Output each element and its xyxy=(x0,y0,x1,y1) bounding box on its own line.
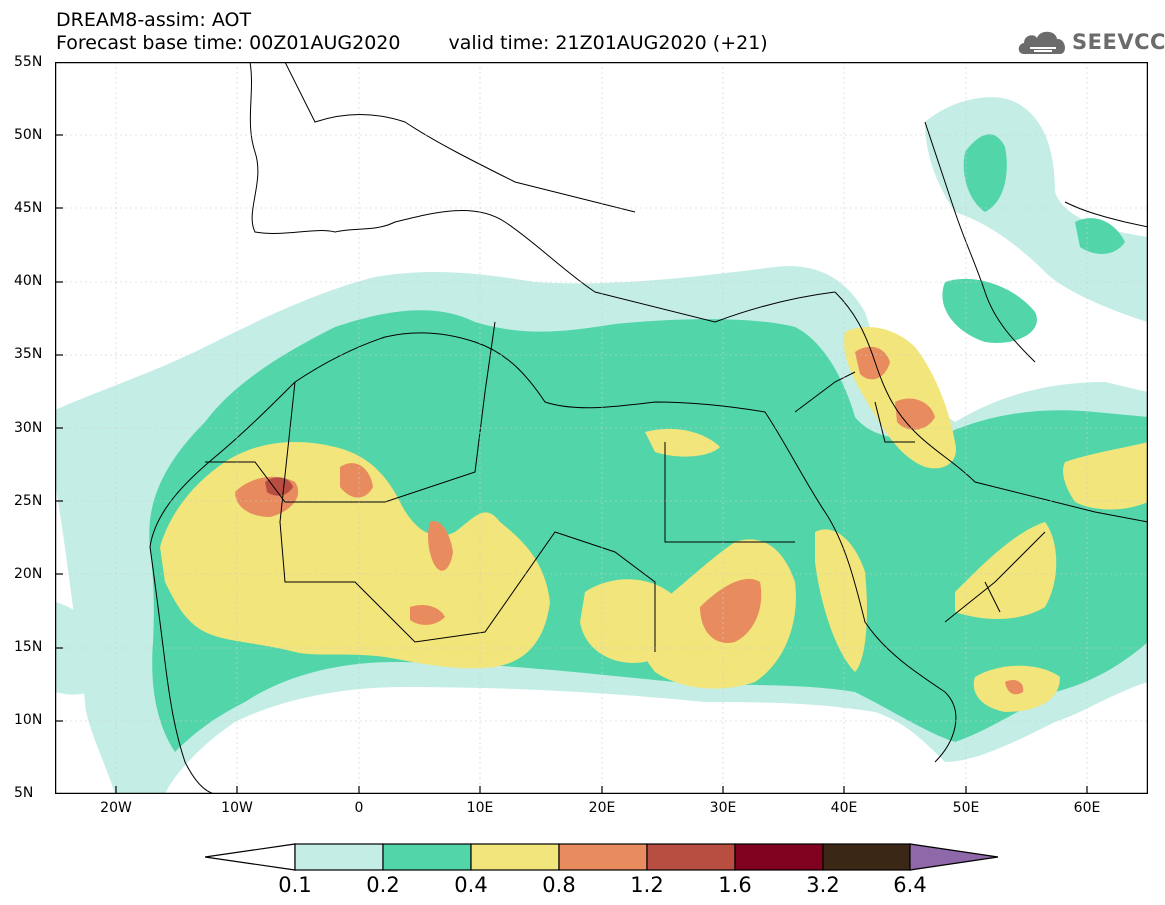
legend-label: 6.4 xyxy=(893,873,927,897)
lat-label: 30N xyxy=(14,420,43,436)
axis-ticks xyxy=(55,62,1088,794)
map-title: DREAM8-assim: AOT xyxy=(56,9,252,31)
lon-label: 40E xyxy=(830,800,858,816)
legend-swatch xyxy=(646,843,736,871)
lat-label: 40N xyxy=(14,273,43,289)
lon-label: 50E xyxy=(952,800,980,816)
coastlines-borders xyxy=(149,62,1148,794)
seevccc-logo: SEEVCCC xyxy=(1016,24,1165,60)
legend-swatch xyxy=(294,843,384,871)
lat-label: 20N xyxy=(14,566,43,582)
legend-swatch xyxy=(470,843,560,871)
legend-swatch xyxy=(382,843,472,871)
legend-swatch xyxy=(734,843,824,871)
lat-label: 15N xyxy=(14,639,43,655)
lon-label: 60E xyxy=(1073,800,1101,816)
map-subtitle: Forecast base time: 00Z01AUG2020 valid ti… xyxy=(56,33,768,54)
legend-swatch xyxy=(822,843,911,871)
cloud-icon xyxy=(1018,31,1066,54)
logo-text: SEEVCCC xyxy=(1072,30,1165,54)
lon-label: 10W xyxy=(221,800,253,816)
legend-label: 0.2 xyxy=(366,873,400,897)
legend-under-arrow xyxy=(205,843,296,871)
lat-label: 10N xyxy=(14,712,43,728)
legend-label: 0.8 xyxy=(542,873,576,897)
lat-label: 50N xyxy=(14,127,43,143)
lon-label: 30E xyxy=(709,800,737,816)
lat-label: 45N xyxy=(14,200,43,216)
lat-label: 35N xyxy=(14,346,43,362)
aot-map xyxy=(55,62,1148,794)
lon-label: 20W xyxy=(100,800,132,816)
legend-label: 0.1 xyxy=(278,873,312,897)
legend-label: 3.2 xyxy=(806,873,840,897)
aot-contour-1.2 xyxy=(265,477,293,496)
legend-swatch xyxy=(558,843,648,871)
base-time: Forecast base time: 00Z01AUG2020 xyxy=(56,32,401,54)
lat-label: 5N xyxy=(14,785,34,801)
legend-label: 1.2 xyxy=(630,873,664,897)
lon-label: 10E xyxy=(466,800,494,816)
color-legend xyxy=(205,843,999,871)
lon-label: 0 xyxy=(354,800,364,816)
legend-label: 0.4 xyxy=(454,873,488,897)
valid-time: valid time: 21Z01AUG2020 (+21) xyxy=(448,32,768,54)
lon-label: 20E xyxy=(588,800,616,816)
lat-label: 25N xyxy=(14,493,43,509)
legend-label: 1.6 xyxy=(718,873,752,897)
legend-over-arrow xyxy=(909,843,999,871)
lat-label: 55N xyxy=(14,54,43,70)
graticule xyxy=(55,62,1148,794)
